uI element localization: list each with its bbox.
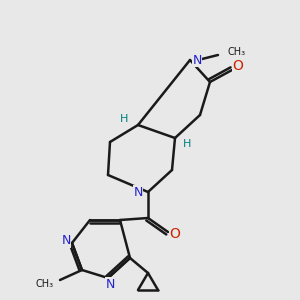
Text: N: N [105,278,115,290]
Text: O: O [232,59,243,73]
Text: N: N [192,53,202,67]
Text: H: H [120,114,128,124]
Text: O: O [169,227,180,241]
Text: CH₃: CH₃ [36,279,54,289]
Text: N: N [61,235,71,248]
Text: CH₃: CH₃ [228,47,246,57]
Text: H: H [183,139,191,149]
Text: N: N [133,185,143,199]
